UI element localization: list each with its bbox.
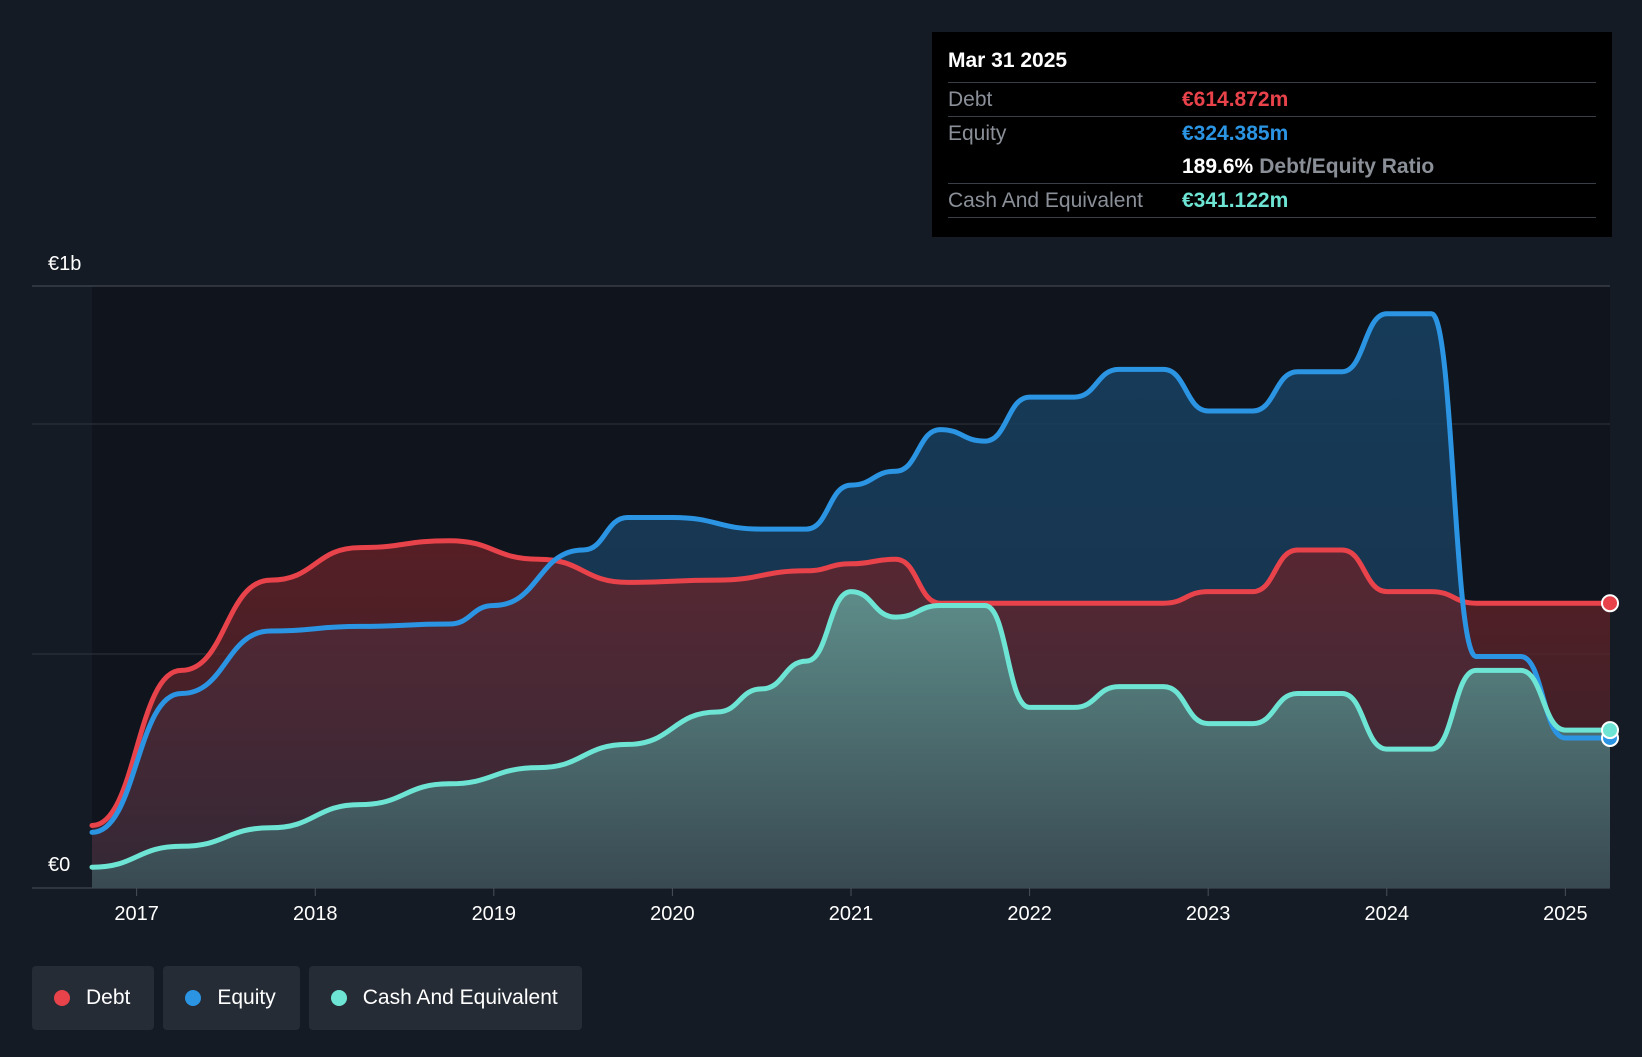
tooltip-ratio-row: 189.6% Debt/Equity Ratio [948, 150, 1596, 184]
tooltip-ratio-spacer [948, 150, 1182, 183]
tooltip-equity-value: €324.385m [1182, 122, 1289, 145]
end-marker-debt [1601, 594, 1619, 613]
equity-dot-icon [185, 990, 202, 1006]
y-tick-label-zero: €0 [48, 854, 70, 876]
legend-cash-label: Cash And Equivalent [362, 986, 558, 1009]
x-tick-label: 2017 [114, 903, 159, 925]
tooltip-ratio-value: 189.6% [1182, 155, 1254, 178]
tooltip-debt-value: €614.872m [1182, 88, 1289, 111]
x-tick-label: 2018 [293, 903, 338, 925]
legend-item-equity[interactable]: Equity [163, 966, 300, 1030]
tooltip-date: Mar 31 2025 [948, 46, 1596, 83]
x-tick-label: 2022 [1007, 903, 1052, 925]
x-tick-label: 2019 [472, 903, 517, 925]
y-tick-label-top: €1b [48, 253, 81, 275]
cash-dot-icon [330, 990, 347, 1006]
tooltip-equity-label: Equity [948, 122, 1007, 145]
tooltip-equity-row: Equity €324.385m [948, 117, 1596, 150]
chart-legend: Debt Equity Cash And Equivalent [32, 966, 582, 1030]
x-tick-label: 2025 [1543, 903, 1588, 925]
area-cash [92, 591, 1610, 888]
tooltip-ratio-label: Debt/Equity Ratio [1259, 155, 1435, 178]
tooltip-debt-label: Debt [948, 88, 993, 111]
legend-debt-label: Debt [86, 986, 131, 1009]
debt-dot-icon [54, 990, 70, 1006]
line-cash [89, 589, 1613, 870]
legend-item-debt[interactable]: Debt [32, 966, 155, 1030]
tooltip-debt-row: Debt €614.872m [948, 83, 1596, 117]
tooltip-cash-label: Cash And Equivalent [948, 189, 1143, 212]
x-tick-label: 2024 [1365, 903, 1410, 925]
line-equity [89, 311, 1613, 835]
x-tick-label: 2021 [829, 903, 874, 925]
tooltip-panel: Mar 31 2025 Debt €614.872m Equity €324.3… [932, 32, 1612, 237]
legend-equity-label: Equity [217, 986, 276, 1009]
legend-item-cash[interactable]: Cash And Equivalent [308, 966, 582, 1030]
tooltip-cash-value: €341.122m [1182, 189, 1289, 212]
x-tick-label: 2020 [650, 903, 695, 925]
x-tick-label: 2023 [1186, 903, 1231, 925]
end-marker-cash [1601, 721, 1619, 740]
tooltip-cash-row: Cash And Equivalent €341.122m [948, 184, 1596, 218]
